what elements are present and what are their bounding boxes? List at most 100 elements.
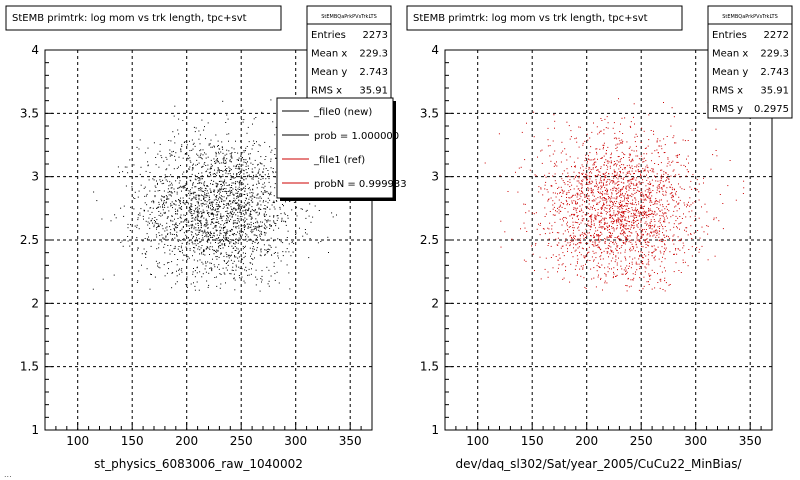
- scatter-point: [567, 172, 569, 174]
- scatter-point: [646, 263, 648, 265]
- scatter-point: [201, 215, 203, 217]
- scatter-point: [212, 249, 214, 251]
- scatter-point: [165, 201, 167, 203]
- scatter-point: [558, 209, 560, 211]
- scatter-point: [645, 213, 647, 215]
- scatter-point: [197, 163, 198, 165]
- scatter-point: [576, 180, 578, 182]
- scatter-point: [632, 158, 634, 160]
- scatter-point: [590, 268, 592, 270]
- scatter-point: [618, 174, 620, 176]
- scatter-point: [624, 256, 626, 258]
- scatter-point: [283, 205, 284, 207]
- scatter-point: [165, 235, 167, 237]
- scatter-point: [267, 248, 269, 250]
- scatter-point: [524, 227, 526, 229]
- scatter-point: [635, 179, 637, 181]
- scatter-point: [661, 215, 663, 217]
- scatter-point: [605, 181, 607, 183]
- scatter-point: [532, 253, 534, 255]
- scatter-point: [645, 255, 647, 257]
- scatter-point: [669, 186, 671, 188]
- scatter-point: [201, 190, 203, 192]
- scatter-point: [180, 203, 181, 205]
- scatter-point: [204, 181, 206, 183]
- scatter-point: [251, 217, 253, 219]
- scatter-point: [557, 237, 559, 239]
- scatter-point: [269, 224, 271, 226]
- scatter-point: [581, 187, 583, 189]
- scatter-point: [197, 154, 199, 156]
- scatter-point: [579, 210, 581, 212]
- scatter-point: [579, 190, 581, 192]
- scatter-point: [236, 218, 238, 219]
- scatter-point: [645, 239, 647, 241]
- scatter-point: [582, 267, 584, 269]
- scatter-point: [248, 141, 250, 143]
- scatter-point: [170, 220, 172, 222]
- scatter-point: [610, 157, 612, 159]
- scatter-point: [224, 273, 226, 275]
- scatter-point: [171, 192, 173, 194]
- scatter-point: [241, 259, 242, 261]
- scatter-point: [682, 247, 684, 249]
- scatter-point: [204, 192, 206, 194]
- scatter-point: [209, 246, 211, 248]
- scatter-point: [620, 142, 622, 144]
- scatter-point: [203, 203, 205, 205]
- scatter-point: [238, 227, 240, 229]
- scatter-point: [206, 280, 208, 282]
- scatter-point: [150, 219, 152, 221]
- scatter-point: [599, 130, 601, 132]
- scatter-point: [581, 180, 583, 182]
- scatter-point: [139, 139, 141, 141]
- scatter-point: [591, 131, 593, 133]
- scatter-point: [643, 229, 645, 230]
- scatter-point: [170, 174, 172, 176]
- x-tick-label: 350: [739, 434, 762, 448]
- scatter-point: [210, 204, 212, 206]
- scatter-point: [264, 205, 266, 206]
- scatter-point: [242, 263, 244, 265]
- scatter-point: [286, 248, 288, 250]
- scatter-point: [182, 202, 184, 203]
- scatter-point: [216, 172, 218, 174]
- scatter-point: [216, 276, 217, 278]
- scatter-point: [233, 240, 235, 241]
- scatter-point: [247, 176, 249, 177]
- scatter-point: [230, 155, 232, 157]
- scatter-point: [645, 267, 647, 269]
- scatter-point: [646, 217, 648, 219]
- scatter-point: [658, 258, 660, 260]
- scatter-point: [211, 270, 213, 272]
- scatter-point: [664, 152, 666, 153]
- scatter-point: [600, 118, 602, 119]
- scatter-point: [642, 182, 644, 184]
- scatter-point: [241, 182, 243, 184]
- scatter-point: [189, 249, 191, 251]
- scatter-point: [664, 243, 665, 245]
- scatter-point: [213, 235, 215, 237]
- scatter-point: [234, 289, 236, 291]
- scatter-point: [563, 255, 565, 257]
- scatter-point: [618, 180, 620, 182]
- scatter-point: [661, 188, 663, 190]
- scatter-point: [613, 212, 615, 214]
- scatter-point: [607, 127, 609, 129]
- scatter-point: [237, 204, 239, 206]
- scatter-point: [133, 164, 135, 166]
- scatter-point: [218, 169, 220, 171]
- scatter-point: [637, 170, 639, 172]
- scatter-point: [250, 196, 252, 198]
- scatter-point: [220, 253, 222, 255]
- scatter-point: [611, 268, 612, 270]
- scatter-point: [642, 168, 644, 170]
- scatter-point: [228, 240, 230, 242]
- scatter-point: [125, 185, 127, 187]
- scatter-point: [614, 201, 615, 203]
- scatter-point: [627, 268, 629, 269]
- scatter-point: [611, 197, 613, 199]
- scatter-point: [203, 249, 204, 251]
- scatter-point: [549, 232, 551, 234]
- scatter-point: [526, 231, 528, 232]
